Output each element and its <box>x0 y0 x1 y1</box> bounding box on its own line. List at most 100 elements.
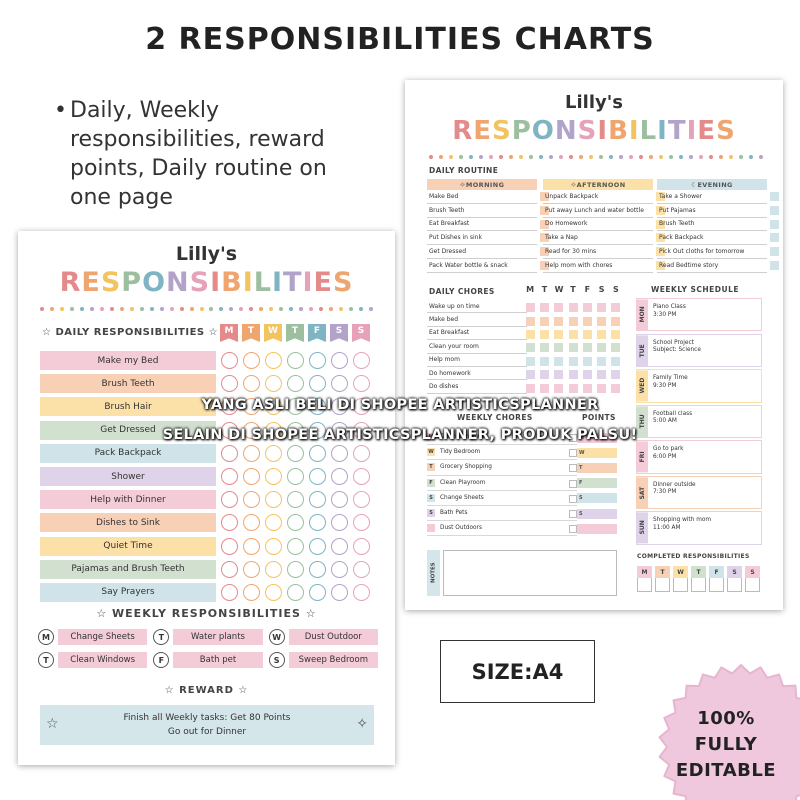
day-checkbox[interactable] <box>287 421 304 439</box>
chore-checkbox[interactable] <box>611 383 621 393</box>
day-checkbox[interactable] <box>309 421 326 439</box>
day-checkbox[interactable] <box>353 375 370 393</box>
chore-checkbox[interactable] <box>611 356 621 366</box>
chore-checkbox[interactable] <box>611 316 621 326</box>
day-checkbox[interactable] <box>353 491 370 509</box>
chore-checkbox[interactable] <box>596 329 606 339</box>
day-checkbox[interactable] <box>243 398 260 416</box>
day-checkbox[interactable] <box>265 537 282 555</box>
day-checkbox[interactable] <box>353 352 370 370</box>
chore-checkbox[interactable] <box>540 316 550 326</box>
day-checkbox[interactable] <box>309 398 326 416</box>
weekly-chore-checkbox[interactable] <box>569 479 577 488</box>
day-checkbox[interactable] <box>243 468 260 486</box>
day-checkbox[interactable] <box>243 560 260 578</box>
day-checkbox[interactable] <box>331 514 348 532</box>
weekly-chore-checkbox[interactable] <box>569 449 577 458</box>
day-checkbox[interactable] <box>331 560 348 578</box>
chore-checkbox[interactable] <box>526 370 535 380</box>
day-checkbox[interactable] <box>287 491 304 509</box>
day-checkbox[interactable] <box>243 491 260 509</box>
day-checkbox[interactable] <box>243 514 260 532</box>
chore-checkbox[interactable] <box>526 383 535 393</box>
day-checkbox[interactable] <box>287 514 304 532</box>
routine-checkbox[interactable] <box>656 233 665 243</box>
chore-checkbox[interactable] <box>582 370 592 380</box>
day-checkbox[interactable] <box>221 560 238 578</box>
chore-checkbox[interactable] <box>568 356 578 366</box>
day-checkbox[interactable] <box>265 375 282 393</box>
routine-checkbox[interactable] <box>540 247 549 257</box>
chore-checkbox[interactable] <box>540 343 550 353</box>
day-checkbox[interactable] <box>221 583 238 601</box>
day-checkbox[interactable] <box>331 421 348 439</box>
weekly-chore-checkbox[interactable] <box>569 464 577 473</box>
day-checkbox[interactable] <box>309 514 326 532</box>
day-checkbox[interactable] <box>331 375 348 393</box>
routine-checkbox[interactable] <box>656 219 665 229</box>
day-checkbox[interactable] <box>331 444 348 462</box>
day-checkbox[interactable] <box>221 375 238 393</box>
day-checkbox[interactable] <box>265 352 282 370</box>
chore-checkbox[interactable] <box>596 316 606 326</box>
chore-checkbox[interactable] <box>540 370 550 380</box>
day-checkbox[interactable] <box>287 537 304 555</box>
day-checkbox[interactable] <box>353 398 370 416</box>
day-checkbox[interactable] <box>309 444 326 462</box>
day-checkbox[interactable] <box>265 560 282 578</box>
day-checkbox[interactable] <box>287 398 304 416</box>
chore-checkbox[interactable] <box>526 343 535 353</box>
chore-checkbox[interactable] <box>582 383 592 393</box>
chore-checkbox[interactable] <box>611 303 621 313</box>
day-checkbox[interactable] <box>353 537 370 555</box>
day-checkbox[interactable] <box>309 583 326 601</box>
routine-checkbox[interactable] <box>656 260 665 270</box>
routine-checkbox[interactable] <box>770 205 779 215</box>
weekly-chore-checkbox[interactable] <box>569 434 577 442</box>
day-checkbox[interactable] <box>353 583 370 601</box>
day-checkbox[interactable] <box>243 421 260 439</box>
chore-checkbox[interactable] <box>540 356 550 366</box>
day-checkbox[interactable] <box>353 468 370 486</box>
day-checkbox[interactable] <box>265 514 282 532</box>
routine-checkbox[interactable] <box>770 233 779 243</box>
day-checkbox[interactable] <box>309 537 326 555</box>
day-checkbox[interactable] <box>353 444 370 462</box>
day-checkbox[interactable] <box>287 560 304 578</box>
day-checkbox[interactable] <box>265 398 282 416</box>
chore-checkbox[interactable] <box>554 329 564 339</box>
routine-checkbox[interactable] <box>656 192 665 201</box>
chore-checkbox[interactable] <box>582 343 592 353</box>
chore-checkbox[interactable] <box>554 316 564 326</box>
chore-checkbox[interactable] <box>596 343 606 353</box>
day-checkbox[interactable] <box>353 514 370 532</box>
day-checkbox[interactable] <box>221 514 238 532</box>
chore-checkbox[interactable] <box>554 370 564 380</box>
day-checkbox[interactable] <box>265 491 282 509</box>
day-checkbox[interactable] <box>309 560 326 578</box>
chore-checkbox[interactable] <box>526 303 535 313</box>
chore-checkbox[interactable] <box>568 383 578 393</box>
day-checkbox[interactable] <box>309 375 326 393</box>
day-checkbox[interactable] <box>309 468 326 486</box>
day-checkbox[interactable] <box>265 583 282 601</box>
completed-box[interactable] <box>745 578 760 592</box>
chore-checkbox[interactable] <box>540 383 550 393</box>
day-checkbox[interactable] <box>331 398 348 416</box>
day-checkbox[interactable] <box>331 537 348 555</box>
chore-checkbox[interactable] <box>568 303 578 313</box>
day-checkbox[interactable] <box>353 560 370 578</box>
day-checkbox[interactable] <box>221 537 238 555</box>
routine-checkbox[interactable] <box>656 205 665 215</box>
day-checkbox[interactable] <box>243 537 260 555</box>
day-checkbox[interactable] <box>353 421 370 439</box>
completed-box[interactable] <box>673 578 688 592</box>
day-checkbox[interactable] <box>265 444 282 462</box>
routine-checkbox[interactable] <box>540 233 549 243</box>
day-checkbox[interactable] <box>331 583 348 601</box>
completed-box[interactable] <box>691 578 706 592</box>
routine-checkbox[interactable] <box>656 247 665 257</box>
day-checkbox[interactable] <box>221 468 238 486</box>
day-checkbox[interactable] <box>287 444 304 462</box>
weekly-chore-checkbox[interactable] <box>569 494 577 503</box>
